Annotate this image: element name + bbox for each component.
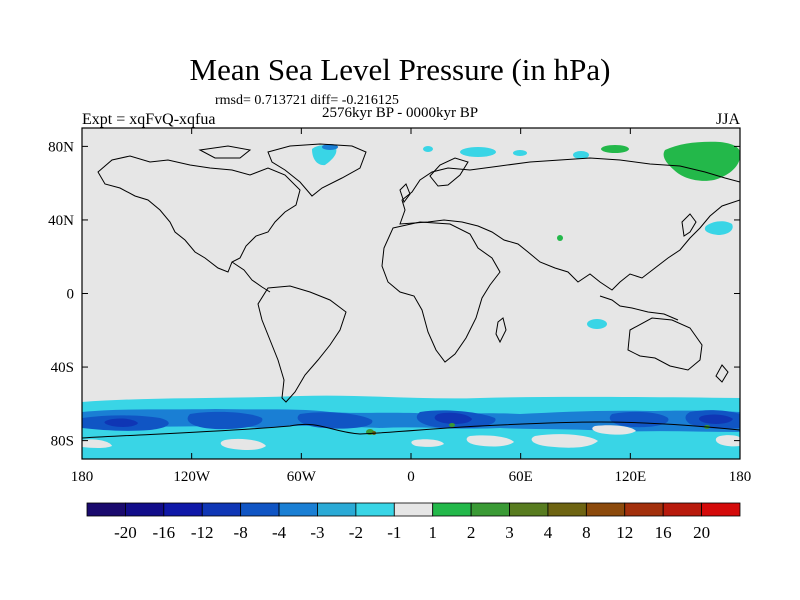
colorbar-label: 2: [467, 523, 476, 542]
arctic-low-1: [312, 145, 337, 166]
colorbar-label: -8: [234, 523, 248, 542]
coast-north-america: [97, 155, 301, 273]
southern-ocean-core-2: [104, 418, 138, 427]
colorbar-swatch: [86, 502, 126, 517]
coast-scandinavia: [429, 157, 469, 187]
colorbar-label: 20: [693, 523, 710, 542]
colorbar-label: 3: [505, 523, 514, 542]
coast-madagascar: [495, 317, 507, 344]
lat-tick-label: 80S: [51, 434, 74, 450]
antarctic-gap-5: [592, 425, 636, 435]
colorbar-swatch: [470, 502, 510, 517]
colorbar-swatch: [355, 502, 395, 517]
arctic-high-small-1: [601, 145, 629, 153]
southern-ocean-core-3: [698, 414, 733, 424]
coast-japan: [681, 213, 697, 237]
colorbar-swatch: [201, 502, 242, 517]
colorbar-swatch: [662, 502, 702, 517]
colorbar-swatch: [547, 502, 587, 517]
colorbar-swatch: [393, 502, 434, 517]
antarctic-gap-3: [466, 435, 514, 447]
coast-south-america: [257, 285, 347, 403]
lon-tick-label: 120E: [614, 469, 646, 485]
colorbar-swatch: [509, 502, 549, 517]
southern-ocean-core-1: [434, 412, 472, 424]
colorbar-swatch: [163, 502, 203, 517]
colorbar-swatch: [432, 502, 472, 517]
colorbar-label: 16: [655, 523, 672, 542]
season-label: JJA: [716, 111, 741, 128]
lat-tick-label: 40N: [48, 213, 74, 229]
colorbar-swatch: [278, 502, 318, 517]
colorbar-label: 4: [544, 523, 553, 542]
axis-ticks: 180 120W 60W 0 60E 120E 180 80N 40N 0 40S 80S: [48, 128, 751, 485]
antarctic-gap-1: [82, 439, 112, 448]
coast-greenland: [267, 143, 367, 197]
colorbar-swatch: [125, 502, 165, 517]
colorbar-label: -16: [152, 523, 175, 542]
arctic-low-6: [423, 146, 433, 152]
siberian-arctic-high: [663, 141, 740, 181]
lon-tick-label: 120W: [173, 469, 211, 485]
arctic-low-2: [322, 144, 338, 150]
lon-tick-label: 60E: [509, 469, 533, 485]
lon-tick-label: 180: [729, 469, 752, 485]
colorbar-label: -12: [191, 523, 214, 542]
colorbar: -20 -16 -12 -8 -4 -3 -2 -1 1 2 3 4 8 12 16 20: [86, 502, 741, 542]
nw-pacific-low: [704, 221, 733, 235]
field-shading: [82, 141, 740, 459]
equatorial-low: [587, 319, 607, 329]
arctic-low-5: [573, 151, 589, 159]
colorbar-label: 8: [582, 523, 591, 542]
colorbar-swatch: [624, 502, 664, 517]
antarctic-gap-7: [715, 435, 740, 447]
colorbar-label: 1: [428, 523, 437, 542]
coast-central-america: [231, 261, 271, 293]
colorbar-label: -2: [349, 523, 363, 542]
colorbar-swatch: [240, 502, 280, 517]
period-label: 2576kyr BP - 0000kyr BP: [322, 105, 479, 121]
coast-new-zealand: [715, 364, 729, 383]
lat-tick-label: 80N: [48, 139, 74, 155]
coast-uk: [399, 183, 411, 204]
antarctic-gap-6: [411, 439, 444, 447]
southern-ocean-patch-4: [297, 412, 373, 429]
coast-australia: [627, 317, 703, 371]
lat-tick-label: 0: [67, 287, 75, 303]
southern-ocean-patch-3: [187, 411, 263, 430]
experiment-label: Expt = xqFvQ-xqfua: [82, 111, 216, 128]
coast-antarctica: [82, 421, 740, 439]
coast-eurasia: [399, 157, 740, 291]
title: Mean Sea Level Pressure (in hPa): [189, 52, 611, 87]
coast-indonesia: [599, 295, 679, 321]
stats-text: rmsd= 0.713721 diff= -0.216125: [215, 93, 399, 108]
lon-tick-label: 180: [71, 469, 94, 485]
arctic-low-3: [460, 147, 496, 157]
arctic-low-4: [513, 150, 527, 156]
colorbar-label: -20: [114, 523, 137, 542]
colorbar-swatch: [701, 502, 741, 517]
colorbar-label: -3: [310, 523, 324, 542]
colorbar-label: 12: [616, 523, 633, 542]
antarctic-high-3: [449, 423, 455, 427]
colorbar-swatch: [585, 502, 626, 517]
coast-africa: [381, 221, 501, 363]
colorbar-label: -1: [387, 523, 401, 542]
antarctic-gap-4: [531, 434, 598, 448]
coast-arctic-islands: [198, 145, 252, 159]
lon-tick-label: 60W: [287, 469, 317, 485]
antarctic-gap-2: [220, 438, 266, 450]
arctic-high-small-2: [557, 235, 563, 241]
coastlines: [82, 143, 740, 439]
lat-tick-label: 40S: [51, 360, 74, 376]
lon-tick-label: 0: [407, 469, 415, 485]
colorbar-swatch: [317, 502, 357, 517]
colorbar-label: -4: [272, 523, 287, 542]
